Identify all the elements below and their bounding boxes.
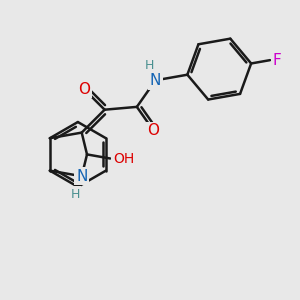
Text: H: H — [70, 188, 80, 201]
Text: F: F — [273, 52, 282, 68]
Text: N: N — [150, 73, 161, 88]
Text: O: O — [148, 123, 160, 138]
Text: O: O — [78, 82, 90, 97]
Text: N: N — [76, 169, 87, 184]
Text: H: H — [145, 58, 154, 72]
Text: OH: OH — [113, 152, 134, 166]
